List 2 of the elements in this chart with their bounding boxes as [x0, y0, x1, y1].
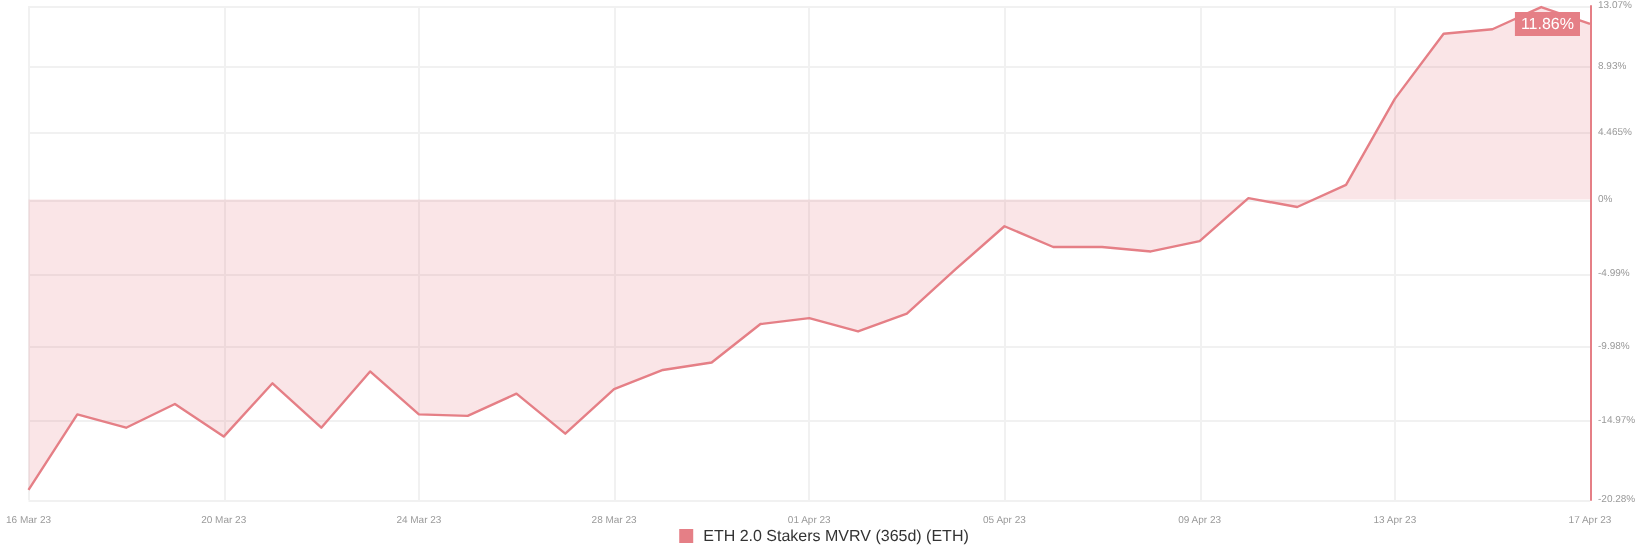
data-label: 11.86%: [1520, 14, 1574, 33]
legend-label: ETH 2.0 Stakers MVRV (365d) (ETH): [703, 527, 970, 545]
